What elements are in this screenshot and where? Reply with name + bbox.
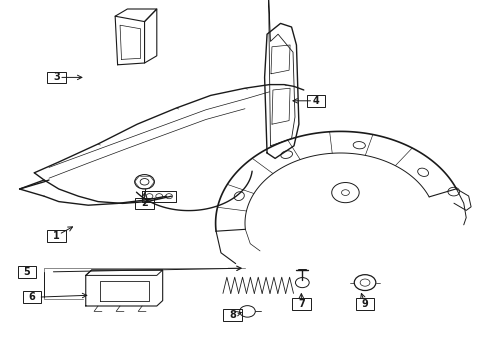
Text: 7: 7 <box>298 299 305 309</box>
Text: 8: 8 <box>229 310 236 320</box>
Text: 6: 6 <box>28 292 35 302</box>
Text: 4: 4 <box>313 96 319 106</box>
Text: 9: 9 <box>362 299 368 309</box>
Text: 2: 2 <box>141 198 148 208</box>
Text: 5: 5 <box>24 267 30 277</box>
Text: 3: 3 <box>53 72 60 82</box>
Text: 1: 1 <box>53 231 60 241</box>
